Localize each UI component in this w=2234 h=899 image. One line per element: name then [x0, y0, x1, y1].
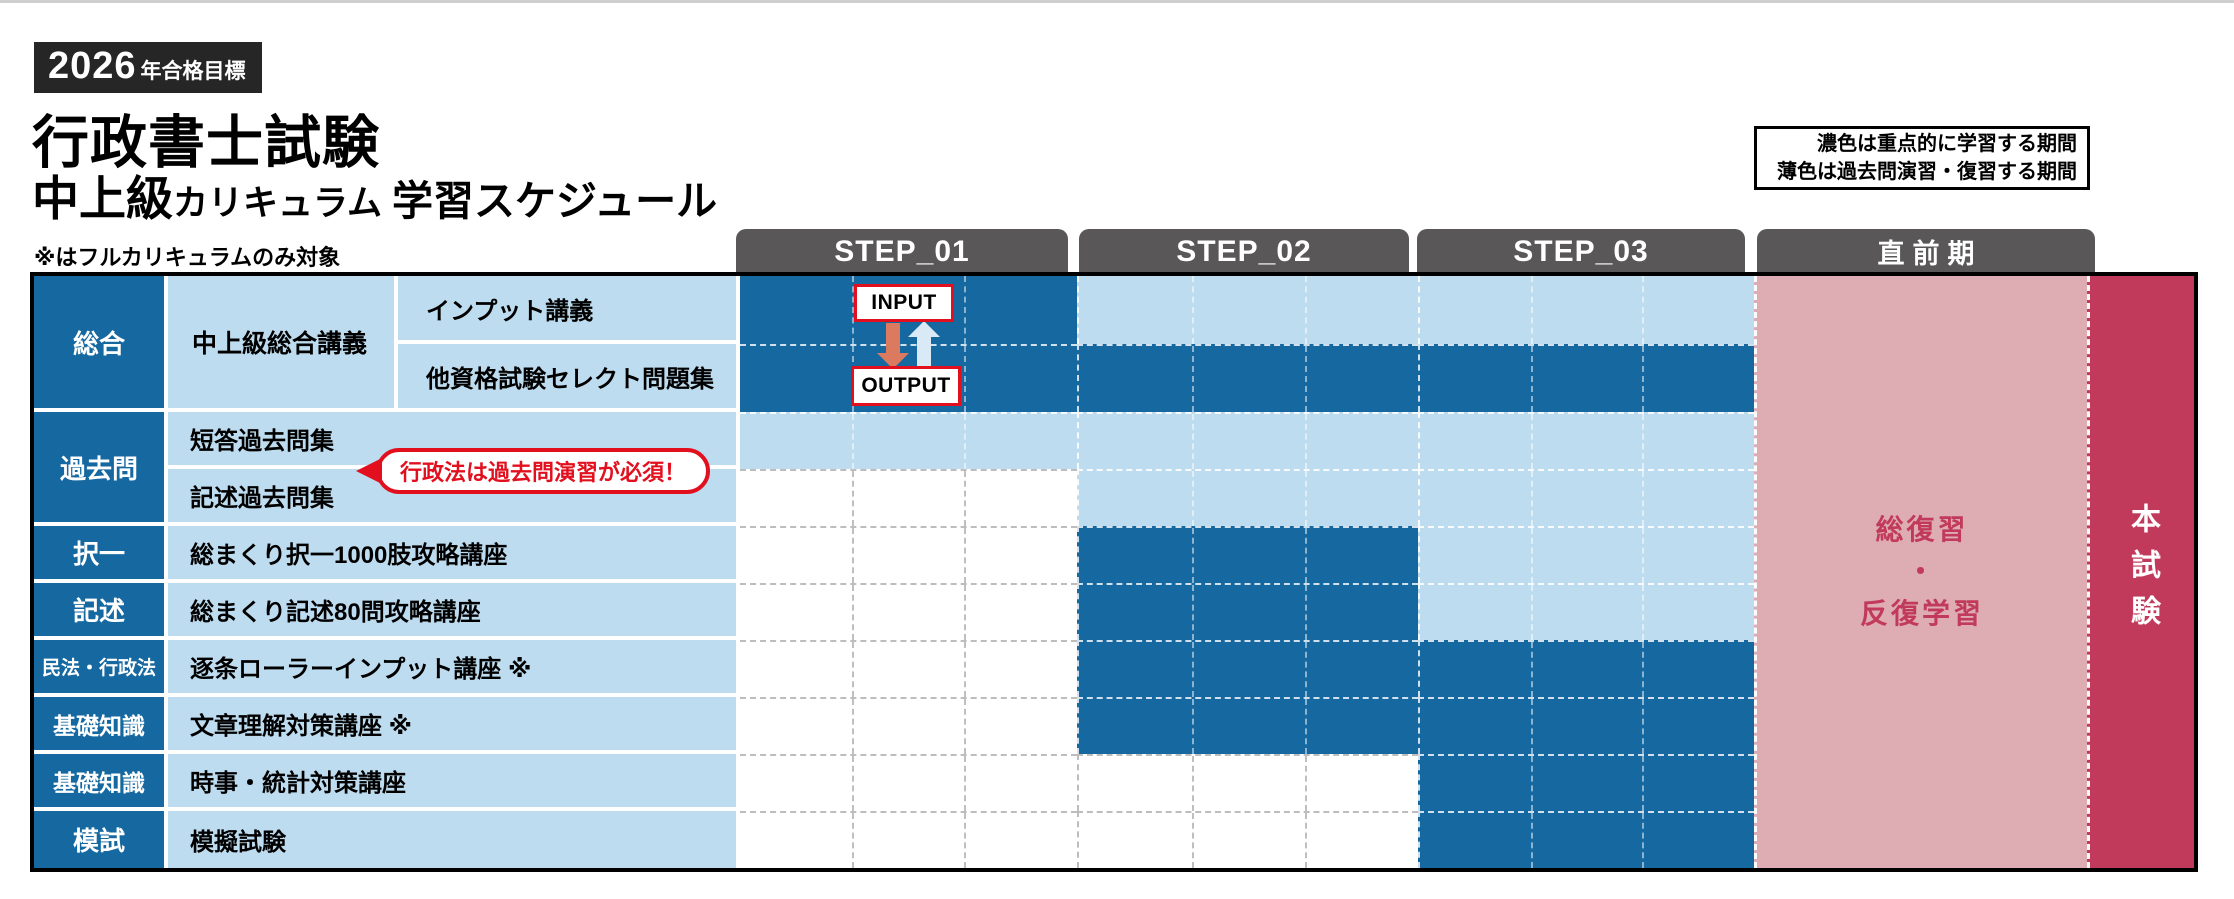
category-kiso-chishiki-1: 基礎知識: [34, 697, 168, 754]
color-legend: 濃色は重点的に学習する期間 薄色は過去問演習・復習する期間: [1754, 126, 2090, 190]
timeline-cell: [1077, 276, 1418, 344]
badge-year: 2026: [48, 45, 137, 87]
timeline-cell: [1077, 344, 1418, 412]
timeline-cell: [1077, 583, 1418, 640]
schedule-table-body: 総合 過去問 択一 記述 民法・行政法 基礎知識 基礎知識 模試 中上級総合講義…: [34, 276, 2194, 868]
tab-final-phase: 直前期: [1757, 229, 2095, 274]
course-select-mondai: 他資格試験セレクト問題集: [398, 344, 740, 412]
timeline-cell: [1418, 583, 1754, 640]
timeline-cell: [1077, 412, 1418, 469]
input-to-output-arrow-icon: [877, 323, 909, 369]
category-takuitsu: 択一: [34, 526, 168, 583]
timeline-cell: [1418, 469, 1754, 526]
course-soumakuri-kijutsu: 総まくり記述80問攻略講座: [168, 583, 740, 640]
final-review-line1: 総復習: [1875, 514, 1969, 545]
category-minpou-gyouseihou: 民法・行政法: [34, 640, 168, 697]
subtitle-level: 中上級: [32, 172, 173, 225]
timeline-cell: [740, 754, 1077, 811]
gyouseihou-callout: 行政法は過去問演習が必須！: [356, 448, 711, 494]
timeline-cell: [1077, 697, 1418, 754]
timeline-cell: [1418, 276, 1754, 344]
tab-step-01: STEP_01: [736, 229, 1068, 274]
callout-left-triangle-icon: [356, 458, 382, 484]
top-divider: [0, 0, 2234, 3]
timeline-cell: [740, 811, 1077, 868]
timeline-cell: [740, 640, 1077, 697]
timeline-cell: [1077, 526, 1418, 583]
category-sougou: 総合: [34, 276, 168, 412]
output-to-input-arrow-icon: [908, 321, 940, 369]
year-goal-badge: 2026 年合格目標: [34, 42, 262, 93]
timeline-cell: [1418, 412, 1754, 469]
timeline-cell: [1077, 469, 1418, 526]
page-title: 行政書士試験: [32, 111, 380, 175]
timeline-cell: [1418, 811, 1754, 868]
timeline-cell: [1077, 754, 1418, 811]
timeline-cell: [1418, 526, 1754, 583]
main-exam-column: 本試験: [2087, 276, 2194, 868]
course-group-chuujoukyuu: 中上級総合講義: [168, 276, 398, 412]
timeline-cell: [740, 412, 1077, 469]
timeline-cell: [1418, 697, 1754, 754]
category-kakomon: 過去問: [34, 412, 168, 526]
timeline-cell: [1077, 811, 1418, 868]
input-badge: INPUT: [854, 284, 954, 322]
category-kijutsu: 記述: [34, 583, 168, 640]
course-chikujou-roller: 逐条ローラーインプット講座 ※: [168, 640, 740, 697]
final-review-line2: 反復学習: [1859, 598, 1984, 629]
timeline-cell: [1077, 640, 1418, 697]
timeline-cell: [1418, 344, 1754, 412]
category-kiso-chishiki-2: 基礎知識: [34, 754, 168, 811]
course-soumakuri-takuitsu: 総まくり択一1000肢攻略講座: [168, 526, 740, 583]
full-curriculum-note: ※はフルカリキュラムのみ対象: [34, 245, 341, 270]
course-jiji-toukei: 時事・統計対策講座: [168, 754, 740, 811]
tab-step-02: STEP_02: [1079, 229, 1409, 274]
main-exam-label: 本試験: [2126, 503, 2159, 641]
course-input-lecture: インプット講義: [398, 276, 740, 344]
output-badge: OUTPUT: [851, 366, 961, 406]
final-review-column: 総復習 ・ 反復学習: [1754, 276, 2087, 868]
legend-light-line: 薄色は過去問演習・復習する期間: [1777, 161, 2077, 183]
final-review-dot: ・: [1906, 556, 1938, 587]
timeline-cell: [740, 583, 1077, 640]
timeline-cell: [1418, 640, 1754, 697]
badge-suffix: 年合格目標: [140, 60, 246, 83]
page-subtitle: 中上級カリキュラム 学習スケジュール: [32, 160, 717, 229]
tab-step-03: STEP_03: [1417, 229, 1745, 274]
schedule-table: 総合 過去問 択一 記述 民法・行政法 基礎知識 基礎知識 模試 中上級総合講義…: [30, 272, 2198, 872]
timeline-cell: [740, 526, 1077, 583]
timeline-cell: [740, 469, 1077, 526]
course-bunshou-rikai: 文章理解対策講座 ※: [168, 697, 740, 754]
subtitle-schedule: 学習スケジュール: [391, 178, 718, 224]
callout-text: 行政法は過去問演習が必須！: [400, 460, 687, 485]
legend-dark-line: 濃色は重点的に学習する期間: [1817, 133, 2077, 155]
subtitle-curriculum: カリキュラム: [173, 184, 382, 223]
timeline-cell: [740, 697, 1077, 754]
timeline-cell: [1418, 754, 1754, 811]
category-moshi: 模試: [34, 811, 168, 868]
course-mogi-shiken: 模擬試験: [168, 811, 740, 868]
